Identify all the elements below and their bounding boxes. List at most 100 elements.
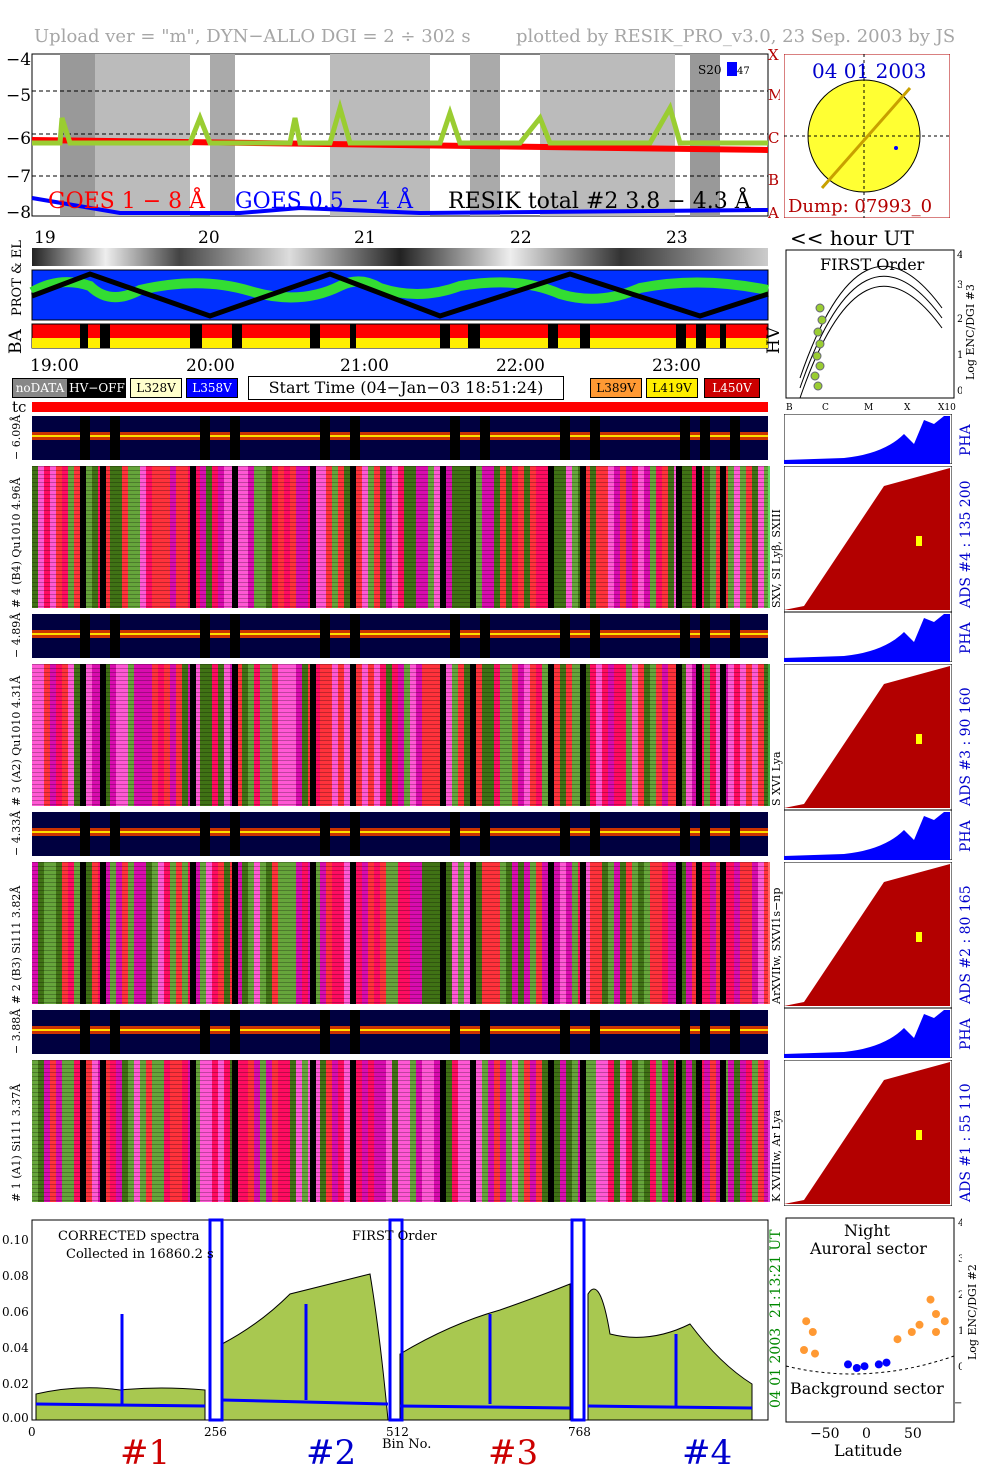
class-letter: X xyxy=(768,48,779,64)
spectrum-panel: CORRECTED spectra Collected in 16860.2 s… xyxy=(2,1218,769,1473)
lat-point-orange xyxy=(926,1295,935,1304)
fo-xtick: B xyxy=(786,403,793,413)
goes-long-label: GOES 1 − 8 Å xyxy=(48,186,206,214)
pha-plot xyxy=(784,414,952,464)
spectrum-title1: CORRECTED spectra xyxy=(58,1229,200,1244)
pha-range-label: − 6.09Å xyxy=(10,414,23,460)
ads-label: ADS #2 : 80 165 xyxy=(958,885,974,1004)
lat-point-blue xyxy=(860,1362,869,1371)
lat-point-blue xyxy=(844,1360,852,1369)
goes-ytick: −6 xyxy=(6,129,31,149)
bin-label: #3 xyxy=(488,1433,538,1473)
time-tick: 23:00 xyxy=(652,356,701,376)
lat-xtick: −50 xyxy=(810,1426,840,1442)
legend-nodata: noDATA xyxy=(12,378,68,398)
fo-xtick: M xyxy=(864,403,873,413)
spec-xtick: 768 xyxy=(568,1425,591,1439)
hour-tick: 21 xyxy=(354,228,376,248)
goes-ytick: −8 xyxy=(6,203,31,220)
fo-ytick: 4 xyxy=(957,250,962,261)
lat-title1: Night xyxy=(844,1221,891,1240)
bin-label: #1 xyxy=(120,1433,170,1473)
ba-label: BA xyxy=(6,329,26,354)
legend-l419: L419V xyxy=(646,378,698,398)
spec-ytick: 0.00 xyxy=(2,1411,29,1425)
lat-point-orange xyxy=(811,1349,819,1358)
class-letter: A xyxy=(767,204,779,220)
start-time: Start Time (04−Jan−03 18:51:24) xyxy=(248,376,564,400)
pha-label: PHA xyxy=(958,1018,974,1050)
lat-point-orange xyxy=(915,1320,924,1329)
pha-strip xyxy=(32,812,768,856)
channel-label: # 2 (B3) Si111 3.82Å xyxy=(10,885,23,1004)
hour-tick: 20 xyxy=(198,228,220,248)
lat-ytick: 4 xyxy=(958,1218,962,1229)
pha-plot xyxy=(784,612,952,662)
goes-short-curve xyxy=(31,196,769,216)
lat-point-orange xyxy=(940,1317,949,1326)
fo-ylabel: Log ENC/DGI #3 xyxy=(964,284,977,380)
spec-ytick: 0.06 xyxy=(2,1305,29,1319)
hour-unit-label: << hour UT xyxy=(790,226,914,250)
class-letter: C xyxy=(768,129,779,147)
pha-strip xyxy=(32,1010,768,1054)
lat-bottom-label: Background sector xyxy=(790,1379,944,1398)
bin-label: #4 xyxy=(682,1433,732,1473)
dump-label: Dump: 07993_0 xyxy=(788,196,932,217)
lat-ytick: 0 xyxy=(958,1362,962,1373)
hour-tick: 22 xyxy=(510,228,532,248)
goes-ytick: −4 xyxy=(6,50,31,70)
lat-xtick: 50 xyxy=(904,1426,922,1442)
spectrogram xyxy=(32,1060,770,1202)
first-order-title: FIRST Order xyxy=(820,255,925,274)
fo-ytick: 3 xyxy=(957,280,962,291)
resik-curve xyxy=(32,98,768,146)
ads-plot xyxy=(784,1060,952,1206)
spec-xtick: 512 xyxy=(386,1425,409,1439)
channel-side-label: S XVI Lya xyxy=(770,751,783,806)
pha-label: PHA xyxy=(958,622,974,654)
spec-ytick: 0.10 xyxy=(2,1233,29,1247)
legend-l328: L328V xyxy=(130,378,182,398)
lat-point-blue xyxy=(852,1364,861,1372)
saa-num: 47 xyxy=(737,66,750,77)
pha-label: PHA xyxy=(958,820,974,852)
fo-ytick: 1 xyxy=(957,350,962,361)
protel-label: PROT & EL xyxy=(10,240,25,316)
spec-ytick: 0.04 xyxy=(2,1341,29,1355)
pha-range-label: − 4.89Å xyxy=(10,612,23,658)
legend-l358: L358V xyxy=(186,378,238,398)
ads-plot xyxy=(784,466,952,612)
spec-xtick: 0 xyxy=(28,1425,36,1439)
channel-side-label: ArXVIIw, SXVI1s−np xyxy=(770,887,783,1004)
hv-label: HV xyxy=(764,326,784,354)
lat-ytick: −1 xyxy=(954,1398,962,1409)
goes-panel: S20 47 GOES 1 − 8 Å GOES 0.5 − 4 Å RESIK… xyxy=(6,48,780,220)
goes-ytick: −7 xyxy=(6,167,31,187)
hour-tick: 19 xyxy=(34,228,56,248)
pha-strip xyxy=(32,416,768,460)
tc-bar xyxy=(32,402,768,412)
spectrogram xyxy=(32,862,770,1004)
resik-label: RESIK total #2 3.8 − 4.3 Å xyxy=(448,186,752,214)
lat-ylabel: Log ENC/DGI #2 xyxy=(966,1264,979,1360)
lat-title2: Auroral sector xyxy=(809,1239,927,1258)
legend-l450: L450V xyxy=(704,378,760,398)
time-tick: 21:00 xyxy=(340,356,389,376)
saa-tag: S20 xyxy=(698,63,722,77)
class-letter: B xyxy=(768,171,779,189)
fo-ytick: 2 xyxy=(957,314,962,325)
sun-date: 04 01 2003 xyxy=(812,59,927,83)
lat-point-blue xyxy=(874,1360,883,1369)
ads-label: ADS #1 : 55 110 xyxy=(958,1083,974,1202)
lat-point-orange xyxy=(907,1328,916,1336)
pha-strip xyxy=(32,614,768,658)
orbit-panel xyxy=(29,248,770,349)
lat-point-orange xyxy=(932,1328,940,1336)
legend-l389: L389V xyxy=(590,378,642,398)
lat-point-orange xyxy=(808,1328,817,1336)
spec-ytick: 0.08 xyxy=(2,1269,29,1283)
channel-side-label: K XVIIIw, Ar Lya xyxy=(770,1109,783,1202)
lat-ytick: 3 xyxy=(958,1254,962,1265)
class-letter: M xyxy=(768,86,780,104)
